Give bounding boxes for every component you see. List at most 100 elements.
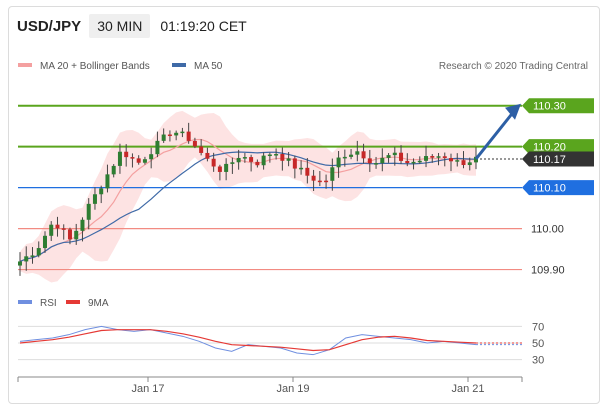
candle-body xyxy=(74,230,79,240)
candle-body xyxy=(30,255,35,257)
candle-body xyxy=(349,154,354,157)
candle-body xyxy=(292,158,297,169)
candle-body xyxy=(330,167,335,181)
candle-body xyxy=(399,152,404,161)
legend-9ma-label: 9MA xyxy=(88,298,109,309)
candle-body xyxy=(367,158,372,164)
candle-body xyxy=(317,180,322,183)
candle-body xyxy=(161,134,166,141)
candle-body xyxy=(142,159,147,163)
level-tag-label-110-17: 110.17 xyxy=(533,154,566,166)
legend-rsi-label: RSI xyxy=(40,298,57,309)
candle-body xyxy=(455,160,460,162)
candle-body xyxy=(374,163,379,165)
candle-body xyxy=(342,156,347,159)
time-axis: Jan 17 Jan 19 Jan 21 xyxy=(17,376,523,395)
candle-body xyxy=(117,151,122,166)
candle-body xyxy=(355,151,360,155)
candles xyxy=(18,122,478,276)
candle-body xyxy=(236,157,241,163)
candle-body xyxy=(230,162,235,164)
ma50-line xyxy=(19,151,477,263)
candle-body xyxy=(361,151,366,159)
candle-body xyxy=(386,155,391,158)
candle-body xyxy=(136,158,141,163)
candle-body xyxy=(417,160,422,163)
candle-body xyxy=(111,165,116,175)
candle-body xyxy=(280,154,285,161)
candle-body xyxy=(36,248,41,256)
level-tag-label-110-30: 110.30 xyxy=(533,101,566,113)
candle-body xyxy=(24,256,29,262)
candle-body xyxy=(124,151,129,158)
candle-body xyxy=(130,157,135,159)
candle-body xyxy=(424,156,429,161)
candle-body xyxy=(18,261,22,266)
candle-body xyxy=(261,155,266,166)
candle-body xyxy=(61,228,66,230)
bollinger-band-area xyxy=(20,110,476,283)
candle-body xyxy=(299,167,304,170)
chart-header: USD/JPY 30 MIN 01:19:20 CET xyxy=(9,7,247,45)
candle-body xyxy=(267,154,272,157)
time-axis-label: Jan 19 xyxy=(276,383,309,395)
candle-body xyxy=(180,131,185,134)
candle-body xyxy=(49,224,54,236)
candle-body xyxy=(55,224,60,229)
candle-body xyxy=(99,188,104,195)
legend-9ma-swatch xyxy=(66,300,80,304)
time-axis-label: Jan 21 xyxy=(451,383,484,395)
timeframe-badge[interactable]: 30 MIN xyxy=(89,14,151,38)
candle-body xyxy=(86,203,91,220)
candle-body xyxy=(249,157,254,162)
candle-body xyxy=(211,158,216,167)
candle-body xyxy=(67,229,72,240)
level-tag-110-20 xyxy=(522,139,594,155)
level-tag-110-30 xyxy=(522,98,594,114)
candle-body xyxy=(149,154,154,160)
candle-body xyxy=(449,158,454,162)
candle-body xyxy=(311,175,316,181)
bollinger-band xyxy=(20,110,476,283)
candle-body xyxy=(42,235,47,249)
level-tag-label-110-10: 110.10 xyxy=(533,183,566,195)
candle-body xyxy=(430,156,435,158)
candle-body xyxy=(380,157,385,164)
candle-body xyxy=(192,140,197,147)
candle-body xyxy=(255,161,260,166)
forecast-arrow-line xyxy=(474,112,514,160)
level-tag-label-110-20: 110.20 xyxy=(533,142,566,154)
timestamp: 01:19:20 CET xyxy=(160,18,247,34)
candle-body xyxy=(474,156,478,163)
candle-body xyxy=(205,152,210,159)
candle-body xyxy=(461,160,466,166)
level-label-110-00: 110.00 xyxy=(531,224,564,236)
forecast-arrow-head xyxy=(505,103,521,120)
rsi-tick-label: 30 xyxy=(532,355,544,367)
candle-body xyxy=(286,158,291,161)
level-tag-110-17 xyxy=(522,151,594,167)
candle-body xyxy=(305,167,310,176)
legend-rsi-swatch xyxy=(18,300,32,304)
legend-ma20-swatch xyxy=(18,63,32,67)
candle-body xyxy=(217,166,222,172)
candle-body xyxy=(442,156,447,159)
candle-body xyxy=(392,152,397,156)
candle-body xyxy=(274,154,279,156)
candle-body xyxy=(105,174,110,189)
candle-body xyxy=(155,140,160,155)
rsi-panel: 70 50 30 xyxy=(18,321,544,367)
candle-body xyxy=(242,157,247,159)
rsi-9ma-line xyxy=(19,329,477,352)
candle-body xyxy=(167,134,172,137)
candle-body xyxy=(411,161,416,164)
rsi-tick-label: 50 xyxy=(532,338,544,350)
credit-label: Research © 2020 Trading Central xyxy=(439,61,588,72)
candle-body xyxy=(405,160,410,164)
legend-ma50-swatch xyxy=(172,63,186,67)
rsi-tick-label: 70 xyxy=(532,321,544,333)
candle-body xyxy=(336,157,341,168)
candle-body xyxy=(199,146,204,153)
